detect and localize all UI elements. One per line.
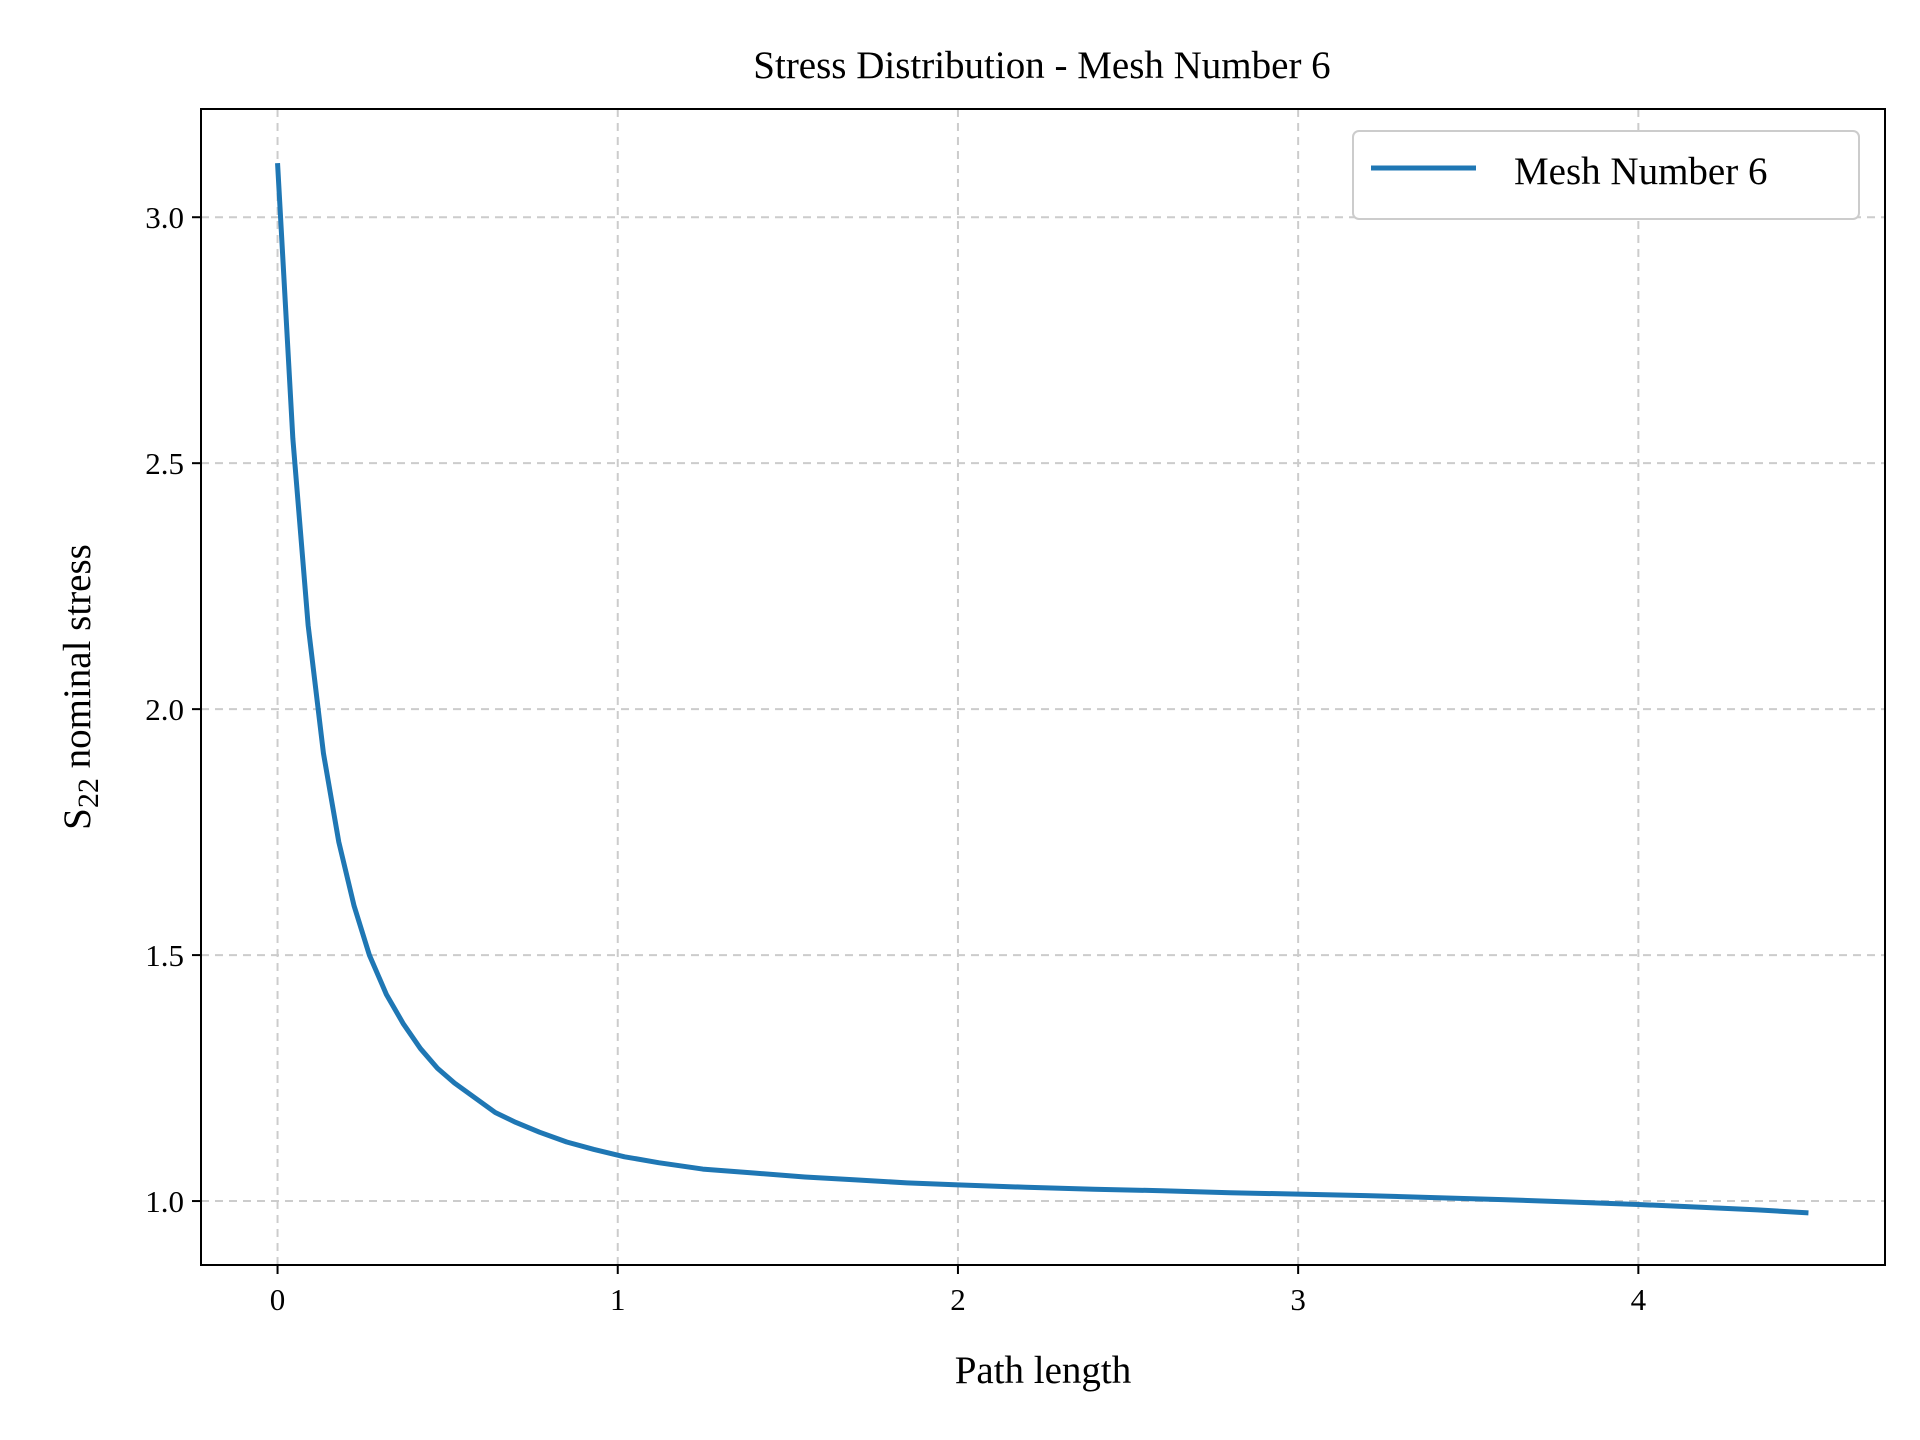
x-tick-label: 1 [610, 1282, 626, 1317]
y-axis-title-symbol: S [56, 808, 99, 830]
legend-box [1352, 130, 1860, 220]
y-axis-title-subscript: 22 [72, 778, 105, 808]
chart-title: Stress Distribution - Mesh Number 6 [753, 44, 1330, 87]
y-axis-title: S22 nominal stress [56, 544, 105, 830]
series-lines [275, 162, 1809, 1216]
x-axis-title: Path length [955, 1349, 1132, 1392]
x-tick-label: 3 [1290, 1282, 1306, 1317]
y-axis-title-spacer [56, 768, 99, 778]
y-axis-ticks: 1.0 1.5 2.0 2.5 3.0 [145, 200, 201, 1219]
y-tick-label: 1.5 [145, 938, 184, 973]
y-axis-title-text: nominal stress [56, 544, 99, 768]
legend: Mesh Number 6 [1352, 130, 1860, 220]
y-tick-label: 1.0 [145, 1184, 184, 1219]
plot-area-frame [200, 108, 1886, 1266]
y-tick-label: 2.5 [145, 446, 184, 481]
x-tick-label: 0 [270, 1282, 286, 1317]
y-tick-label: 3.0 [145, 200, 184, 235]
x-tick-label: 4 [1631, 1282, 1647, 1317]
legend-label: Mesh Number 6 [1514, 150, 1767, 193]
y-tick-label: 2.0 [145, 692, 184, 727]
x-axis-ticks: 0 1 2 3 4 [270, 1265, 1647, 1317]
series-line [275, 162, 1809, 1216]
x-tick-label: 2 [950, 1282, 966, 1317]
